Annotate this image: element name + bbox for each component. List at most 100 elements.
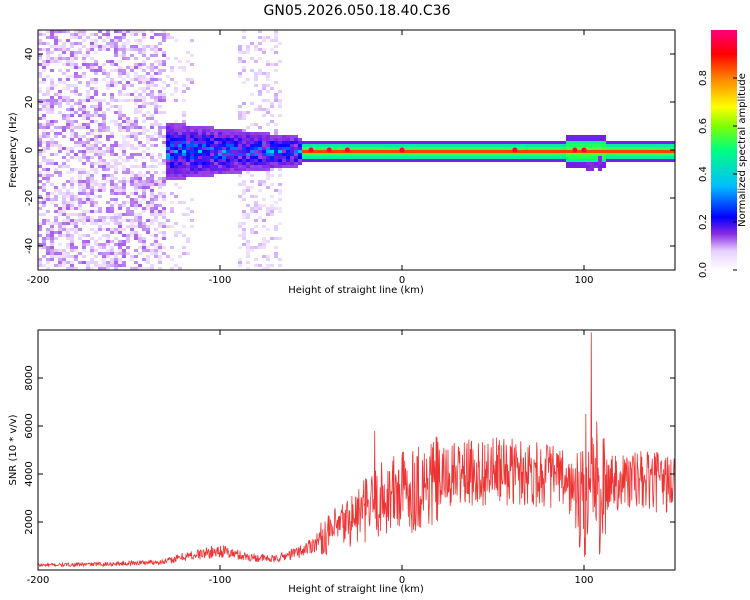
heatmap-cell bbox=[366, 159, 370, 162]
heatmap-cell bbox=[530, 144, 534, 147]
heatmap-cell bbox=[154, 78, 158, 81]
heatmap-cell bbox=[66, 153, 70, 156]
heatmap-cell bbox=[522, 153, 526, 156]
heatmap-cell bbox=[74, 168, 78, 171]
heatmap-cell bbox=[70, 222, 74, 225]
heatmap-cell bbox=[78, 135, 82, 138]
heatmap-cell bbox=[182, 141, 186, 144]
heatmap-cell bbox=[414, 150, 418, 153]
heatmap-cell bbox=[86, 183, 90, 186]
heatmap-cell bbox=[266, 108, 270, 111]
heatmap-cell bbox=[426, 150, 430, 153]
heatmap-cell bbox=[294, 165, 298, 168]
heatmap-cell bbox=[86, 264, 90, 267]
heatmap-cell bbox=[314, 141, 318, 144]
heatmap-cell bbox=[154, 180, 158, 183]
heatmap-cell bbox=[114, 219, 118, 222]
heatmap-cell bbox=[250, 138, 254, 141]
heatmap-cell bbox=[54, 45, 58, 48]
heatmap-cell bbox=[70, 84, 74, 87]
heatmap-cell bbox=[82, 156, 86, 159]
heatmap-cell bbox=[266, 72, 270, 75]
heatmap-cell bbox=[602, 153, 606, 156]
heatmap-cell bbox=[98, 69, 102, 72]
heatmap-cell bbox=[382, 156, 386, 159]
heatmap-cell bbox=[210, 126, 214, 129]
heatmap-cell bbox=[162, 141, 166, 144]
heatmap-cell bbox=[202, 153, 206, 156]
heatmap-cell bbox=[494, 159, 498, 162]
heatmap-cell bbox=[310, 144, 314, 147]
heatmap-cell bbox=[262, 144, 266, 147]
heatmap-cell bbox=[298, 138, 302, 141]
heatmap-cell bbox=[282, 150, 286, 153]
heatmap-cell bbox=[374, 147, 378, 150]
heatmap-cell bbox=[66, 261, 70, 264]
heatmap-cell bbox=[94, 219, 98, 222]
heatmap-cell bbox=[46, 36, 50, 39]
heatmap-cell bbox=[138, 132, 142, 135]
heatmap-cell bbox=[58, 30, 62, 33]
heatmap-cell bbox=[90, 138, 94, 141]
heatmap-cell bbox=[218, 147, 222, 150]
heatmap-cell bbox=[242, 81, 246, 84]
heatmap-cell bbox=[294, 138, 298, 141]
heatmap-cell bbox=[66, 126, 70, 129]
heatmap-cell bbox=[54, 30, 58, 33]
heatmap-cell bbox=[254, 72, 258, 75]
heatmap-cell bbox=[214, 168, 218, 171]
heatmap-cell bbox=[38, 165, 42, 168]
heatmap-cell bbox=[210, 159, 214, 162]
heatmap-cell bbox=[90, 144, 94, 147]
heatmap-cell bbox=[174, 162, 178, 165]
heatmap-cell bbox=[158, 258, 162, 261]
heatmap-cell bbox=[518, 156, 522, 159]
heatmap-cell bbox=[62, 186, 66, 189]
heatmap-cell bbox=[302, 147, 306, 150]
heatmap-cell bbox=[190, 78, 194, 81]
heatmap-cell bbox=[130, 45, 134, 48]
heatmap-cell bbox=[82, 189, 86, 192]
heatmap-cell bbox=[270, 63, 274, 66]
heatmap-cell bbox=[134, 219, 138, 222]
heatmap-cell bbox=[138, 183, 142, 186]
heatmap-cell bbox=[622, 141, 626, 144]
heatmap-cell bbox=[262, 138, 266, 141]
heatmap-cell bbox=[66, 192, 70, 195]
heatmap-cell bbox=[106, 162, 110, 165]
heatmap-cell bbox=[126, 81, 130, 84]
heatmap-cell bbox=[190, 39, 194, 42]
colorbar-tick-label: 0.0 bbox=[698, 262, 709, 278]
heatmap-cell bbox=[182, 165, 186, 168]
heatmap-cell bbox=[202, 159, 206, 162]
heatmap-cell bbox=[182, 174, 186, 177]
heatmap-cell bbox=[414, 156, 418, 159]
heatmap-cell bbox=[78, 171, 82, 174]
heatmap-cell bbox=[78, 207, 82, 210]
heatmap-cell bbox=[138, 222, 142, 225]
heatmap-cell bbox=[110, 183, 114, 186]
heatmap-cell bbox=[94, 204, 98, 207]
heatmap-cell bbox=[58, 252, 62, 255]
heatmap-cell bbox=[130, 222, 134, 225]
heatmap-cell bbox=[646, 153, 650, 156]
heatmap-cell bbox=[270, 207, 274, 210]
heatmap-cell bbox=[130, 123, 134, 126]
heatmap-cell bbox=[662, 153, 666, 156]
heatmap-cell bbox=[590, 138, 594, 141]
heatmap-cell bbox=[118, 192, 122, 195]
heatmap-cell bbox=[638, 156, 642, 159]
heatmap-cell bbox=[154, 84, 158, 87]
heatmap-cell bbox=[66, 246, 70, 249]
heatmap-cell bbox=[286, 162, 290, 165]
heatmap-cell bbox=[46, 159, 50, 162]
heatmap-cell bbox=[470, 147, 474, 150]
heatmap-cell bbox=[90, 204, 94, 207]
heatmap-cell bbox=[78, 174, 82, 177]
heatmap-cell bbox=[118, 30, 122, 33]
heatmap-cell bbox=[130, 225, 134, 228]
heatmap-cell bbox=[238, 258, 242, 261]
heatmap-cell bbox=[498, 156, 502, 159]
heatmap-cell bbox=[242, 117, 246, 120]
heatmap-cell bbox=[254, 231, 258, 234]
